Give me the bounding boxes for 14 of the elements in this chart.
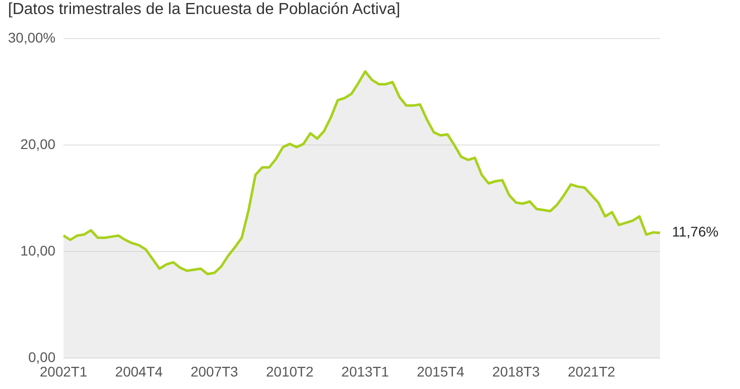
y-tick-label: 20,00: [20, 136, 56, 152]
x-tick-label: 2018T3: [492, 363, 540, 380]
x-tick-label: 2010T2: [266, 363, 314, 380]
y-tick-label: 0,00: [28, 349, 56, 366]
y-tick-label: 10,00: [20, 242, 56, 258]
x-tick-label: 2004T4: [115, 363, 163, 380]
x-tick-label: 2015T4: [416, 363, 465, 380]
y-tick-label: 30,00%: [8, 29, 56, 46]
data-label: 11,76%: [672, 224, 718, 240]
x-tick-label: 2007T3: [190, 363, 238, 380]
x-tick-label: 2013T1: [341, 363, 390, 380]
x-tick-label: 2021T2: [568, 363, 616, 380]
x-tick-label: 2002T1: [40, 363, 88, 380]
chart-subtitle: [Datos trimestrales de la Encuesta de Población Activa]: [7, 0, 402, 20]
